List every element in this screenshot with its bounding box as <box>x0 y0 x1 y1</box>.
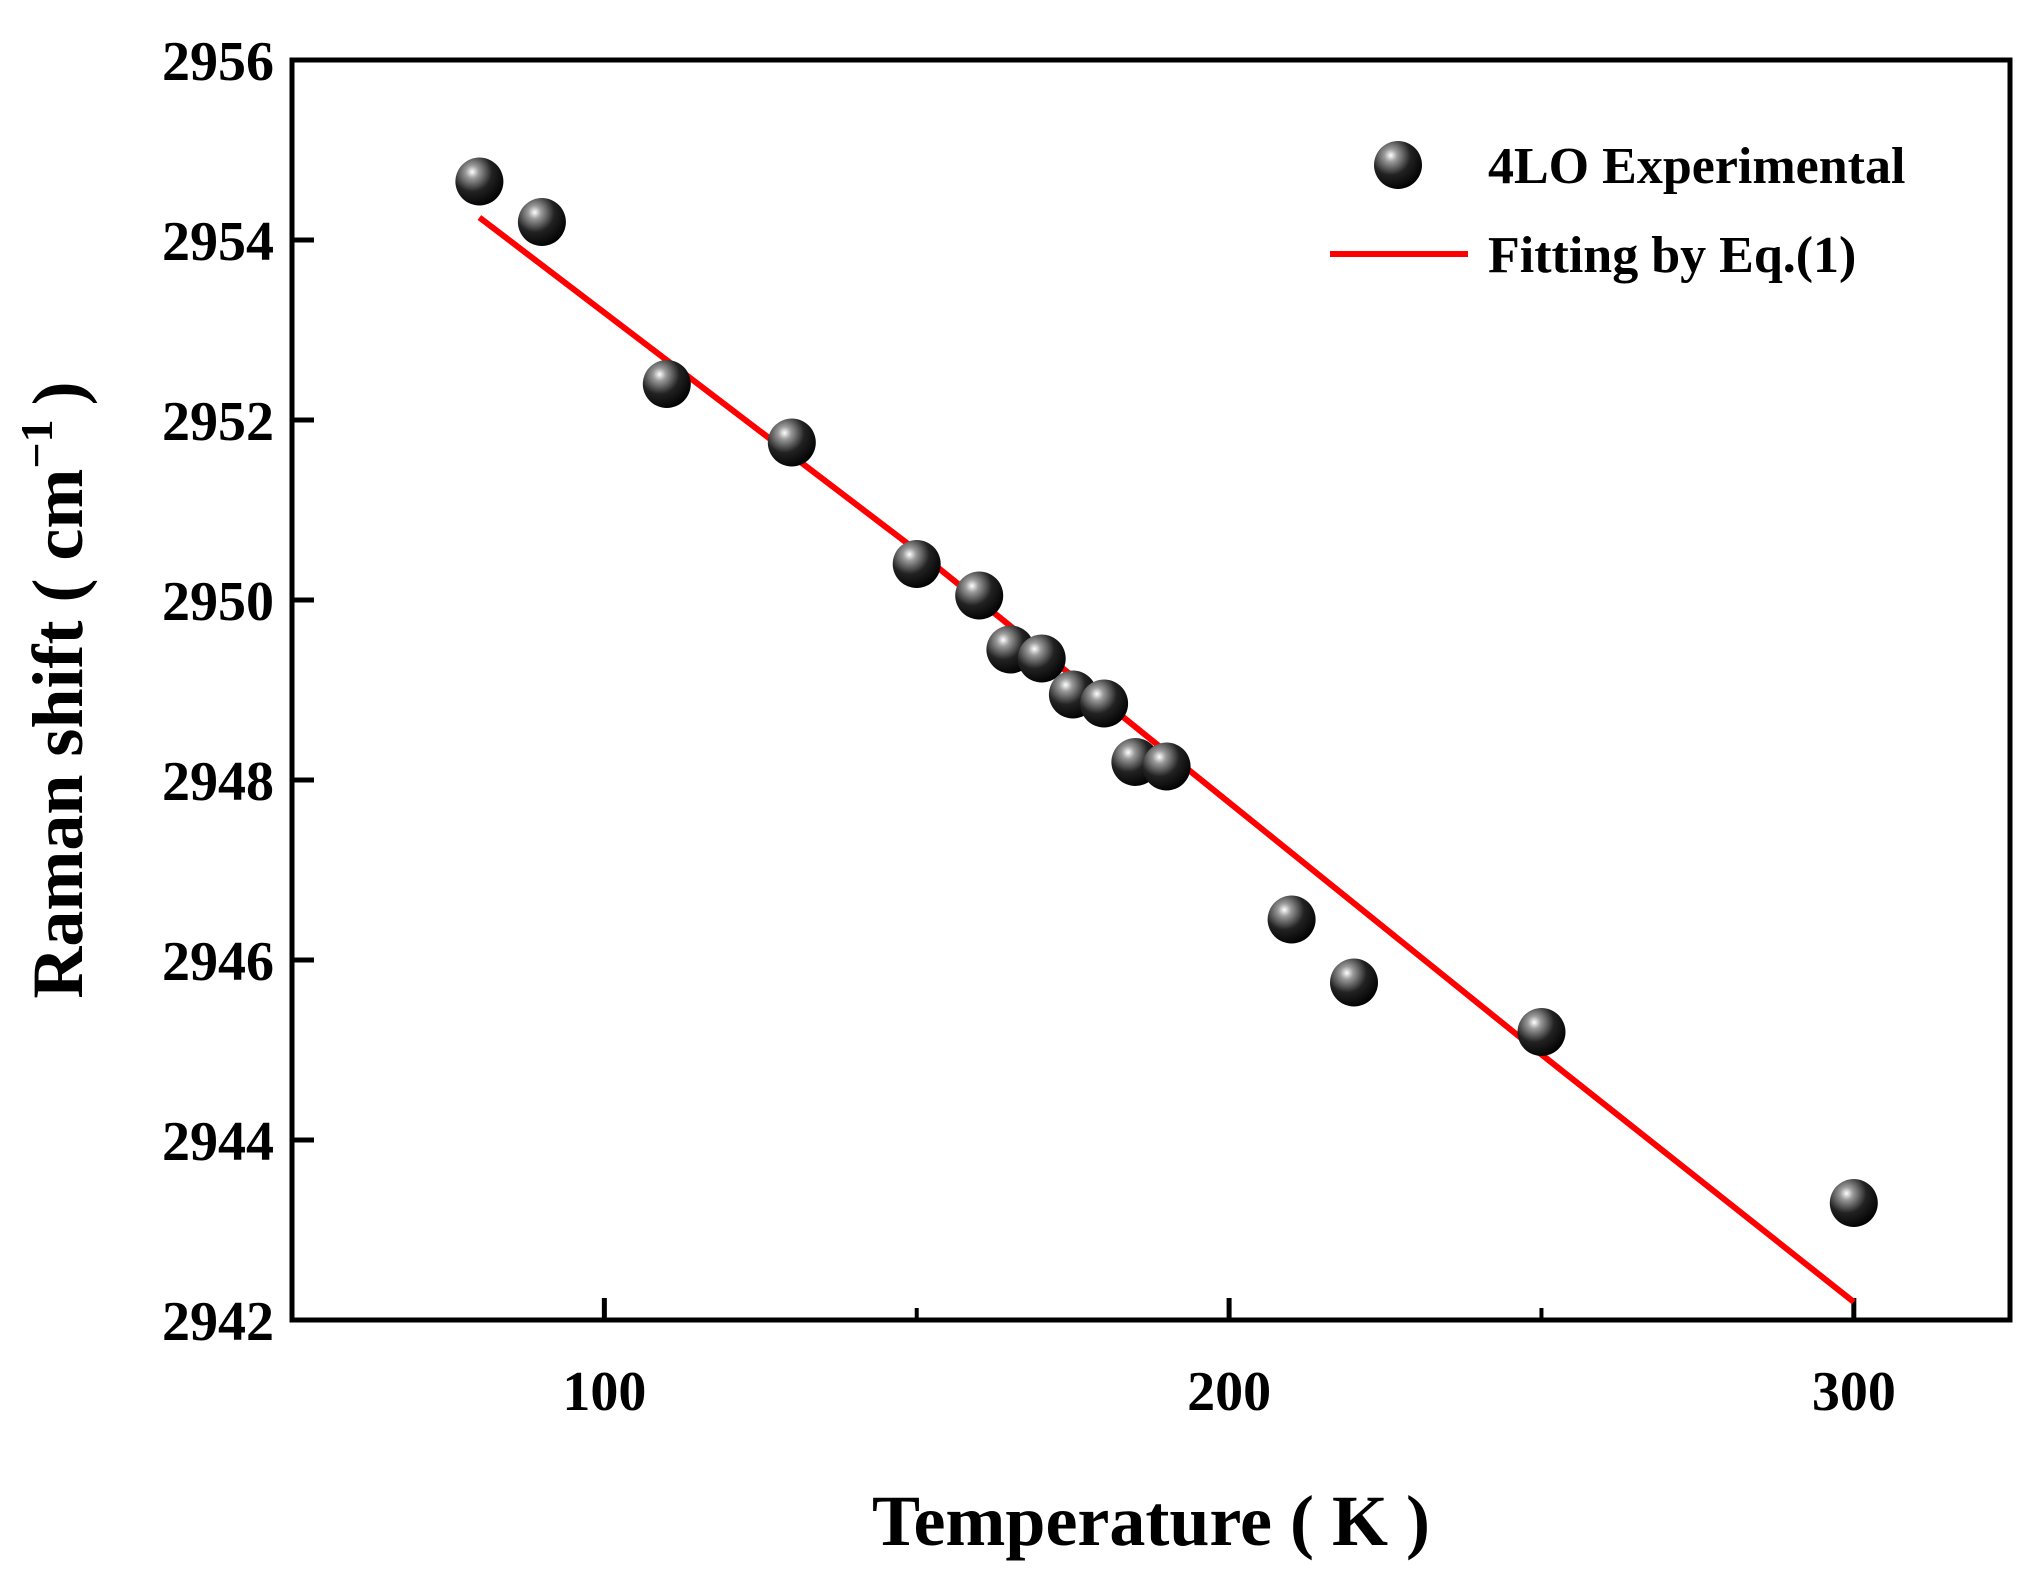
data-point-1 <box>455 157 504 206</box>
data-point-13 <box>1267 895 1316 944</box>
data-point-12 <box>1142 742 1191 791</box>
legend: 4LO Experimental Fitting by Eq.(1) <box>1330 138 1905 284</box>
y-tick-label-2952: 2952 <box>162 391 274 453</box>
plot-frame <box>289 57 2013 1323</box>
x-axis-title: Temperature ( K ) <box>872 1481 1430 1561</box>
y-tick-labels: 2942 2944 2946 2948 2950 2952 2954 2956 <box>162 31 274 1353</box>
data-point-2 <box>517 198 566 246</box>
y-tick-label-2954: 2954 <box>162 211 274 273</box>
data-point-10 <box>1080 679 1129 728</box>
y-tick-label-2950: 2950 <box>162 571 274 633</box>
data-point-3 <box>642 360 691 408</box>
legend-scatter-marker <box>1374 141 1422 189</box>
legend-label-experimental: 4LO Experimental <box>1488 138 1905 195</box>
y-axis-title: Raman shift ( cm−1) <box>11 381 98 998</box>
x-tick-label-200: 200 <box>1187 1361 1271 1423</box>
y-tick-label-2956: 2956 <box>162 31 274 93</box>
data-point-4 <box>767 418 816 467</box>
data-point-8 <box>1017 634 1066 683</box>
x-tick-label-100: 100 <box>562 1361 646 1423</box>
data-point-6 <box>955 571 1004 620</box>
y-tick-label-2946: 2946 <box>162 931 274 993</box>
y-tick-label-2948: 2948 <box>162 751 274 813</box>
data-point-15 <box>1517 1008 1566 1056</box>
x-tick-labels: 100 200 300 <box>562 1361 1895 1423</box>
y-tick-label-2942: 2942 <box>162 1291 274 1353</box>
x-tick-marks <box>601 1298 1857 1320</box>
y-axis-title-main: Raman shift ( cm <box>18 469 98 999</box>
y-tick-label-2944: 2944 <box>162 1111 274 1173</box>
data-point-14 <box>1330 958 1378 1007</box>
y-axis-title-sup: −1 <box>11 419 62 468</box>
y-axis-title-close: ) <box>18 381 98 405</box>
data-point-5 <box>892 540 941 588</box>
points-layer <box>455 157 1878 1227</box>
legend-label-fitting: Fitting by Eq.(1) <box>1488 227 1856 284</box>
y-tick-marks <box>292 57 314 1323</box>
x-tick-label-300: 300 <box>1812 1361 1896 1423</box>
data-point-16 <box>1829 1179 1878 1227</box>
